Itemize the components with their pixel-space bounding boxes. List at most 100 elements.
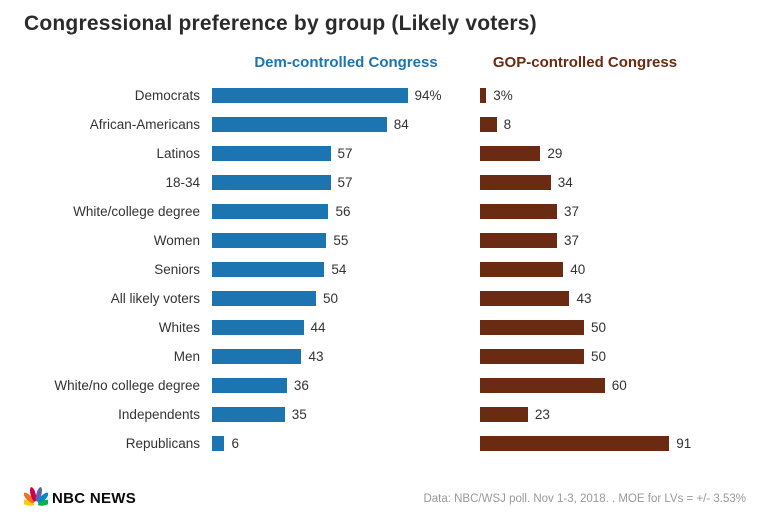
gop-value-label: 50	[591, 320, 607, 335]
gop-bar	[480, 436, 670, 451]
legend-dem-label: Dem-controlled Congress	[254, 54, 438, 71]
gop-bar-cell: 34	[480, 168, 760, 197]
gop-bar-cell: 60	[480, 371, 760, 400]
gop-bar-cell: 91	[480, 429, 760, 458]
chart-row: Independents 35 23	[0, 400, 760, 429]
gop-bar	[480, 262, 564, 277]
gop-value-label: 43	[576, 291, 592, 306]
category-label: White/college degree	[73, 204, 200, 219]
dem-bar-cell: 84	[212, 110, 480, 139]
dem-bar	[212, 378, 287, 393]
chart-row: All likely voters 50 43	[0, 284, 760, 313]
gop-value-label: 34	[557, 175, 573, 190]
gop-bar	[480, 175, 551, 190]
chart-row: Women 55 37	[0, 226, 760, 255]
gop-value-label: 23	[534, 407, 550, 422]
gop-value-label: 37	[563, 204, 579, 219]
chart-row: Republicans 6 91	[0, 429, 760, 458]
gop-bar-cell: 29	[480, 139, 760, 168]
dem-bar	[212, 349, 302, 364]
dem-value-label: 55	[333, 233, 349, 248]
chart-rows: Democrats 94% 3% African-Americans 84 8 Latino…	[0, 81, 760, 458]
dem-value-label: 43	[308, 349, 324, 364]
gop-bar-cell: 50	[480, 342, 760, 371]
category-label: Independents	[118, 407, 200, 422]
category-label: All likely voters	[110, 291, 200, 306]
dem-value-label: 57	[337, 146, 353, 161]
legend-row: Dem-controlled Congress GOP-controlled C…	[0, 54, 760, 71]
gop-bar	[480, 349, 584, 364]
legend-gop-label: GOP-controlled Congress	[492, 54, 678, 71]
dem-bar-cell: 43	[212, 342, 480, 371]
dem-value-label: 57	[337, 175, 353, 190]
chart-row: 18-34 57 34	[0, 168, 760, 197]
gop-bar	[480, 233, 557, 248]
peacock-icon	[20, 486, 52, 511]
dem-bar-cell: 36	[212, 371, 480, 400]
dem-bar	[212, 175, 331, 190]
dem-bar	[212, 407, 285, 422]
gop-bar	[480, 320, 584, 335]
gop-value-label: 29	[547, 146, 563, 161]
dem-value-label: 6	[231, 436, 239, 451]
gop-bar	[480, 146, 541, 161]
dem-bar-cell: 55	[212, 226, 480, 255]
dem-bar-cell: 57	[212, 139, 480, 168]
source-text: Data: NBC/WSJ poll. Nov 1-3, 2018. . MOE…	[423, 492, 746, 505]
dem-bar	[212, 233, 327, 248]
category-label: Women	[153, 233, 200, 248]
gop-value-label: 8	[503, 117, 512, 132]
category-label: Democrats	[134, 88, 200, 103]
dem-bar-cell: 54	[212, 255, 480, 284]
chart-row: Whites 44 50	[0, 313, 760, 342]
dem-bar	[212, 117, 387, 132]
dem-value-label: 44	[310, 320, 326, 335]
dem-bar-cell: 44	[212, 313, 480, 342]
chart-row: African-Americans 84 8	[0, 110, 760, 139]
dem-bar	[212, 320, 304, 335]
dem-bar	[212, 262, 325, 277]
dem-value-label: 56	[335, 204, 351, 219]
dem-bar	[212, 146, 331, 161]
dem-bar	[212, 204, 329, 219]
gop-bar	[480, 407, 528, 422]
category-label: White/no college degree	[54, 378, 200, 393]
dem-bar	[212, 88, 408, 103]
gop-value-label: 91	[676, 436, 692, 451]
category-label: Men	[173, 349, 200, 364]
dem-value-label: 94%	[414, 88, 442, 103]
dem-bar-cell: 50	[212, 284, 480, 313]
chart-row: Latinos 57 29	[0, 139, 760, 168]
brand-text: NBC NEWS	[52, 490, 137, 507]
chart-footer: NBC NEWS Data: NBC/WSJ poll. Nov 1-3, 20…	[0, 486, 760, 511]
gop-bar-cell: 40	[480, 255, 760, 284]
gop-bar	[480, 117, 497, 132]
gop-bar-cell: 50	[480, 313, 760, 342]
gop-bar	[480, 88, 487, 103]
dem-value-label: 36	[293, 378, 309, 393]
dem-value-label: 54	[331, 262, 347, 277]
gop-bar-cell: 3%	[480, 81, 760, 110]
chart-row: White/college degree 56 37	[0, 197, 760, 226]
gop-value-label: 3%	[493, 88, 513, 103]
dem-bar-cell: 35	[212, 400, 480, 429]
dem-bar-cell: 56	[212, 197, 480, 226]
gop-value-label: 60	[611, 378, 627, 393]
dem-bar	[212, 291, 316, 306]
category-label: Whites	[158, 320, 200, 335]
dem-bar	[212, 436, 225, 451]
gop-bar-cell: 23	[480, 400, 760, 429]
gop-value-label: 50	[591, 349, 607, 364]
nbc-logo: NBC NEWS	[20, 486, 137, 511]
dem-value-label: 84	[393, 117, 409, 132]
gop-bar-cell: 8	[480, 110, 760, 139]
legend-spacer	[0, 54, 212, 71]
gop-bar	[480, 378, 605, 393]
dem-value-label: 50	[323, 291, 339, 306]
category-label: Republicans	[125, 436, 200, 451]
chart-row: Men 43 50	[0, 342, 760, 371]
chart-row: White/no college degree 36 60	[0, 371, 760, 400]
chart-row: Democrats 94% 3%	[0, 81, 760, 110]
dem-bar-cell: 6	[212, 429, 480, 458]
